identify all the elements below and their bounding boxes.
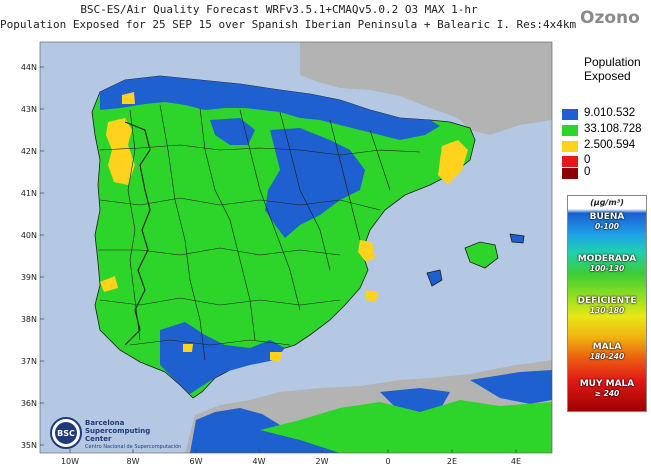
legend-value: 2.500.594 xyxy=(584,139,636,151)
ozone-yellow-galicia xyxy=(106,118,135,185)
aq-category: MUY MALA ≥ 240 xyxy=(568,379,646,398)
aq-category-range: 130-180 xyxy=(589,306,625,315)
pollutant-label: Ozono xyxy=(580,8,640,28)
map-title-line1: BSC-ES/Air Quality Forecast WRFv3.5.1+CM… xyxy=(80,3,478,16)
population-legend-row: 2.500.594 xyxy=(562,139,651,153)
population-title-line1: Population xyxy=(584,55,641,69)
scale-unit: (µg/m³) xyxy=(590,198,624,207)
legend-value: 0 xyxy=(584,154,591,166)
lon-label: 2W xyxy=(316,457,329,466)
lon-label: 8W xyxy=(127,457,140,466)
lon-label: 4E xyxy=(511,457,521,466)
africa-ozone-green xyxy=(260,400,552,453)
legend-value: 33.108.728 xyxy=(584,123,642,135)
aq-category: MALA 180-240 xyxy=(568,342,646,361)
lat-label: 44N xyxy=(21,63,37,72)
aq-category-name: MUY MALA xyxy=(579,379,635,389)
iberian-peninsula-ozone-map: 44N 43N 42N 41N 40N 39N 38N 37N 36N 35N 10W 8W 6W 4W… xyxy=(21,41,553,466)
mallorca xyxy=(464,241,499,269)
lon-label: 4W xyxy=(253,457,266,466)
bsc-logo-abbrev: BSC xyxy=(57,429,75,438)
lat-label: 38N xyxy=(21,315,37,324)
population-legend-row: 0 xyxy=(562,154,651,168)
longitude-axis: 10W 8W 6W 4W 2W 0 2E 4E xyxy=(61,449,521,466)
ozone-yellow-portugal xyxy=(100,276,118,292)
population-legend-row: 9.010.532 xyxy=(562,107,651,121)
ozone-yellow-andalusia xyxy=(270,352,282,362)
map-frame xyxy=(39,41,553,454)
lon-label: 0 xyxy=(385,457,390,466)
bsc-logo-line3: Center xyxy=(85,435,112,443)
legend-swatch xyxy=(562,168,578,179)
lon-label: 10W xyxy=(61,457,79,466)
province-borders xyxy=(98,104,421,361)
legend-swatch xyxy=(562,125,578,136)
ozone-south-blue xyxy=(160,322,285,394)
aq-category-name: BUENA xyxy=(589,212,625,222)
lat-label: 43N xyxy=(21,105,37,114)
aq-category-range: ≥ 240 xyxy=(594,389,620,398)
lat-label: 37N xyxy=(21,357,37,366)
ozone-yellow-alicante xyxy=(366,290,378,302)
aq-category-range: 0-100 xyxy=(595,222,619,231)
lon-label: 2E xyxy=(447,457,457,466)
population-legend-row: 33.108.728 xyxy=(562,123,651,137)
ozone-yellow-jaen xyxy=(183,344,193,352)
ozone-yellow-valencia xyxy=(358,240,375,262)
ibiza xyxy=(426,269,443,287)
lat-label: 39N xyxy=(21,273,37,282)
bsc-logo-line4: Centro Nacional de Supercomputación xyxy=(85,443,181,450)
legend-value: 9.010.532 xyxy=(584,107,636,119)
population-legend-row: 0 xyxy=(562,166,651,180)
africa-ozone-blue-3 xyxy=(470,370,552,404)
ozone-yellow-cantabria xyxy=(122,92,135,104)
legend-swatch xyxy=(562,141,578,152)
map-title-line2: Population Exposed for 25 SEP 15 over Sp… xyxy=(0,18,577,31)
latitude-axis: 44N 43N 42N 41N 40N 39N 38N 37N 36N 35N xyxy=(21,63,44,450)
aq-category-name: MALA xyxy=(592,342,622,352)
ozone-north-blue xyxy=(100,76,440,140)
population-title-line2: Exposed xyxy=(584,69,631,83)
aq-category: BUENA 0-100 xyxy=(568,212,646,231)
aq-category: MODERADA 100-130 xyxy=(568,254,646,273)
bsc-logo-line1: Barcelona xyxy=(85,419,125,427)
population-legend-title: Population Exposed xyxy=(584,55,641,83)
ozone-yellow-catalonia xyxy=(438,140,468,185)
aq-category-range: 100-130 xyxy=(589,264,625,273)
lat-label: 41N xyxy=(21,189,37,198)
lat-label: 40N xyxy=(21,231,37,240)
france-land xyxy=(300,42,552,135)
aq-category-range: 180-240 xyxy=(589,352,625,361)
bsc-logo-line2: Supercomputing xyxy=(85,427,150,435)
legend-swatch xyxy=(562,109,578,120)
lon-label: 6W xyxy=(190,457,203,466)
aq-category-name: MODERADA xyxy=(577,254,637,264)
aq-category: DEFICIENTE 130-180 xyxy=(568,296,646,315)
lat-label: 35N xyxy=(21,441,37,450)
legend-swatch xyxy=(562,156,578,167)
lat-label: 36N xyxy=(21,399,37,408)
aq-category-name: DEFICIENTE xyxy=(577,296,637,306)
legend-value: 0 xyxy=(584,166,591,178)
portugal-border xyxy=(124,121,151,346)
bsc-logo: BSC Barcelona Supercomputing Center Cent… xyxy=(50,417,181,450)
menorca xyxy=(509,233,525,244)
air-quality-scale: (µg/m³) BUENA 0-100 MODERADA 100-130 DEFICIE… xyxy=(567,195,647,412)
ozone-center-blue xyxy=(265,128,365,238)
lat-label: 42N xyxy=(21,147,37,156)
